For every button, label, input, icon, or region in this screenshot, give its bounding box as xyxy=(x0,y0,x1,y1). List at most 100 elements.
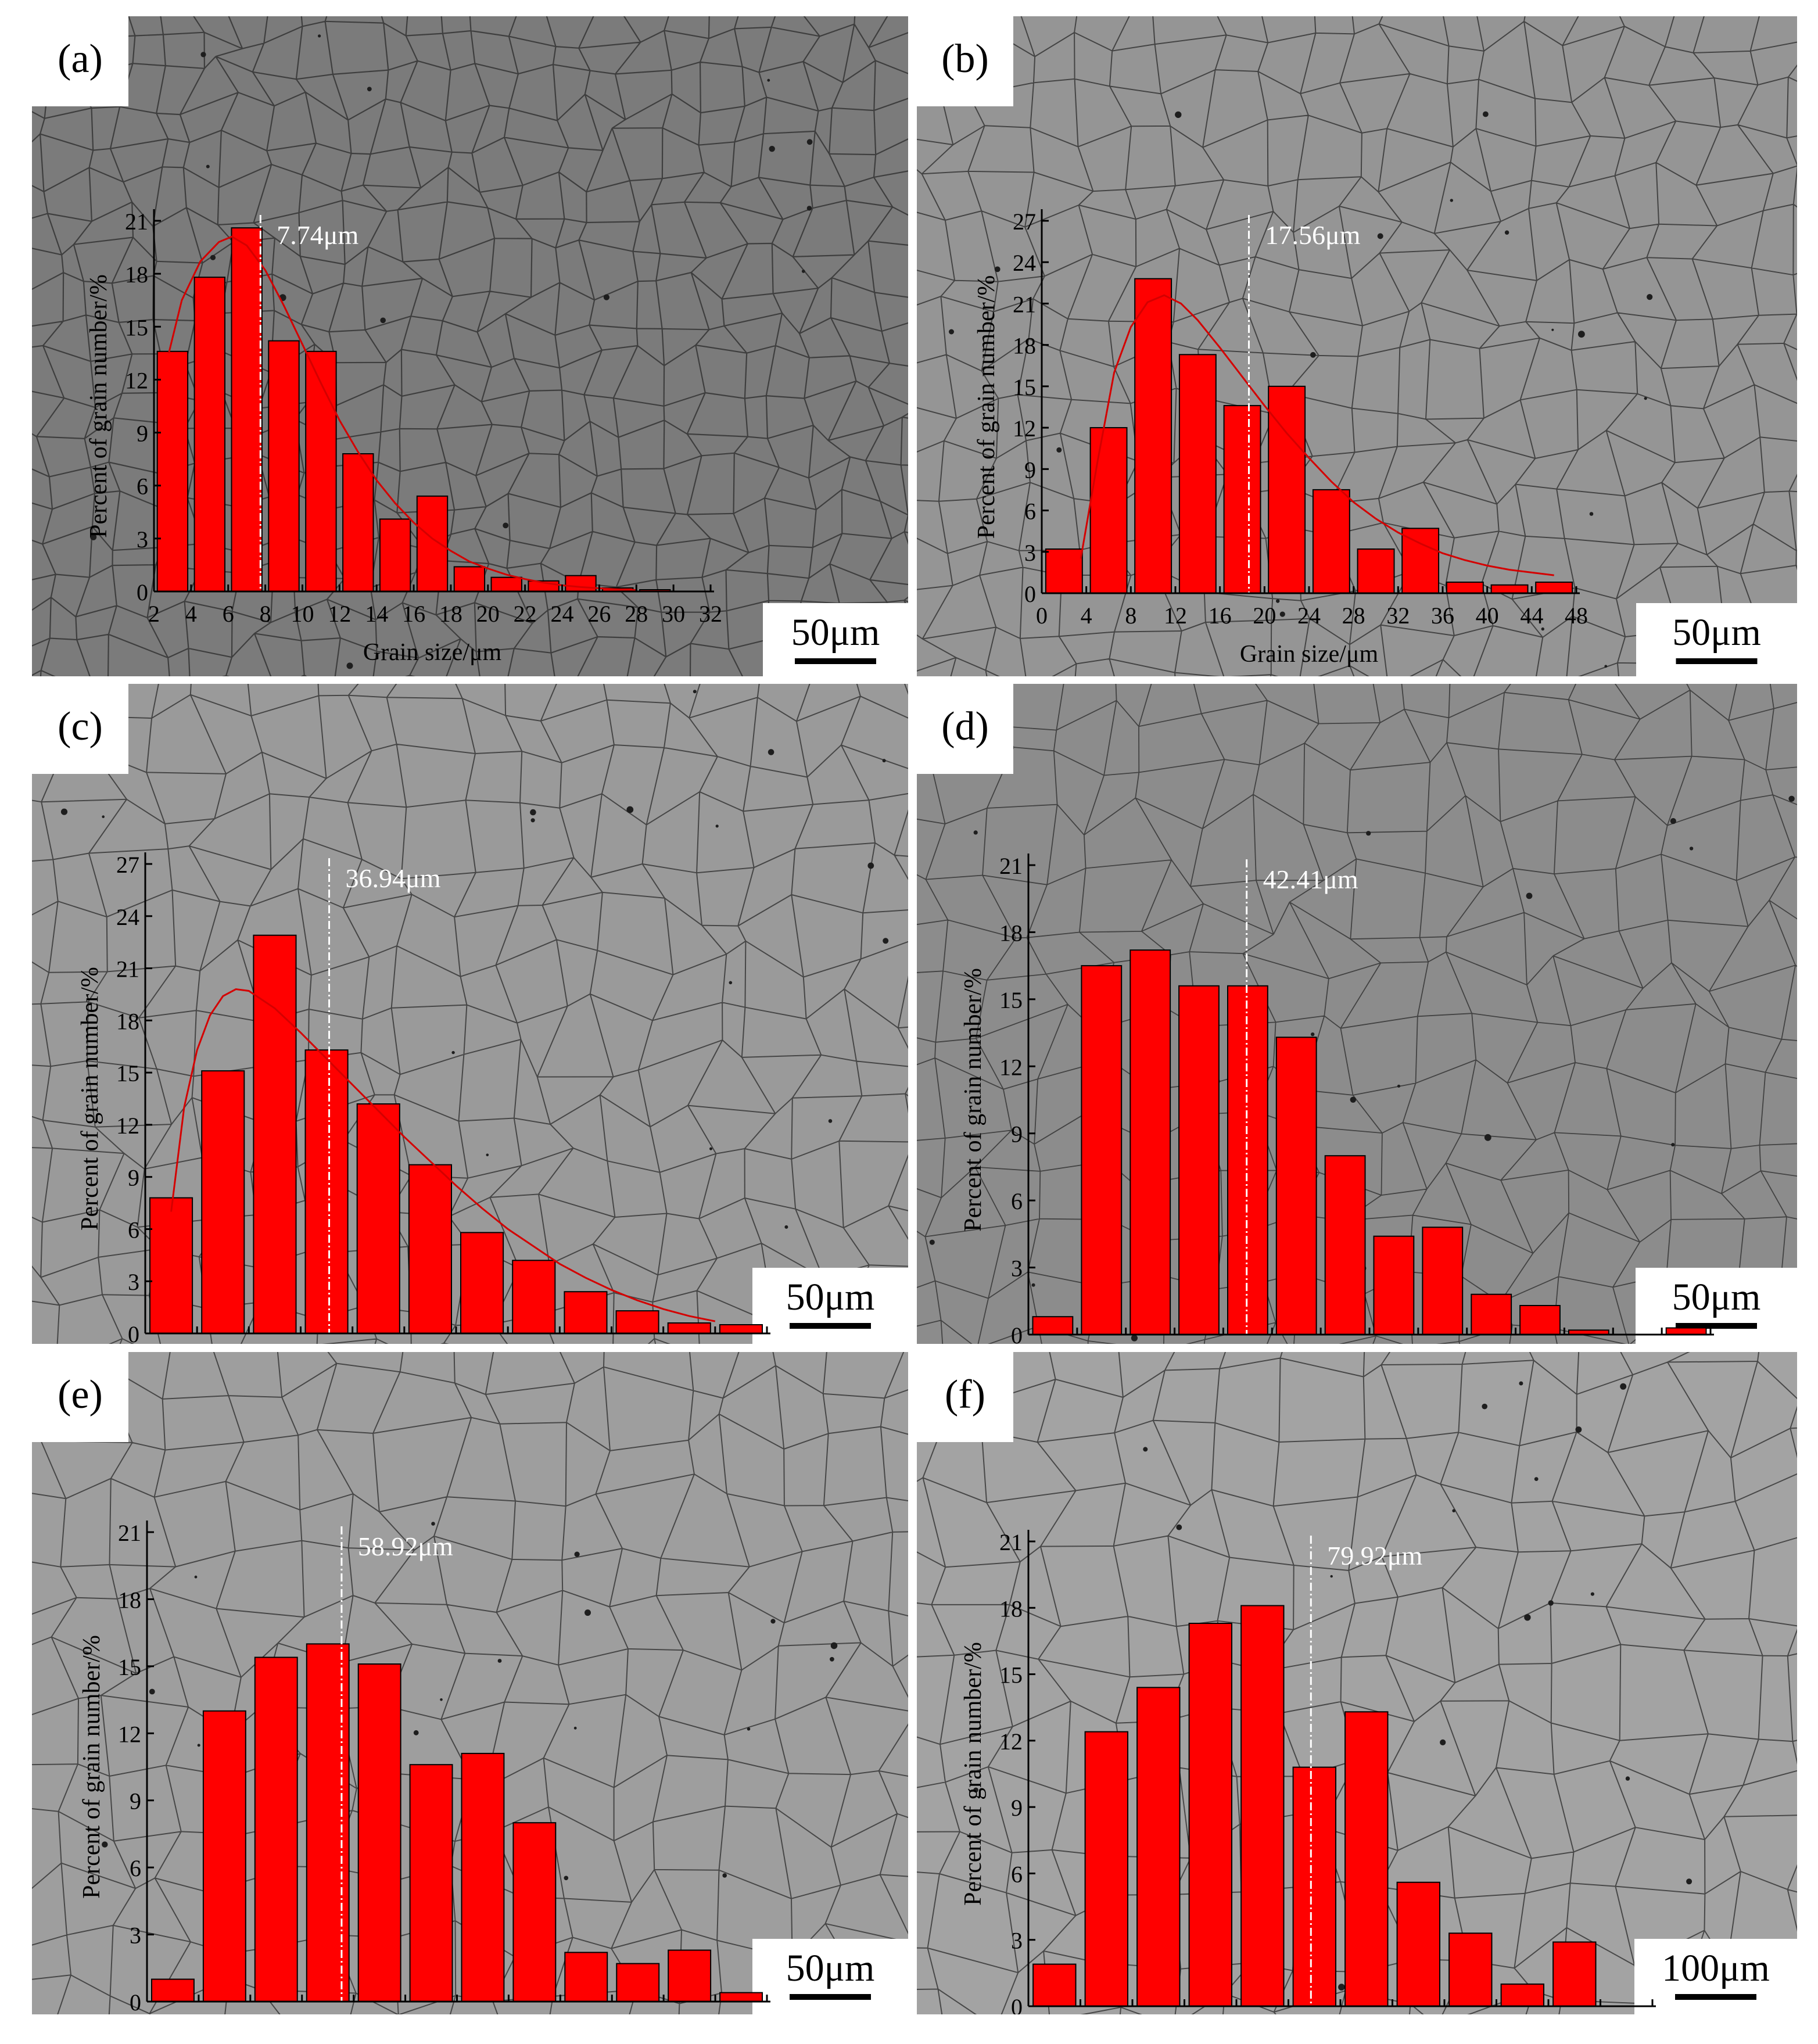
inclusion-dot xyxy=(530,818,535,823)
inclusion-dot xyxy=(564,1876,569,1881)
y-tick-label: 9 xyxy=(1011,1795,1023,1821)
scale-bar-label: 50μm xyxy=(791,611,880,654)
histogram-bar xyxy=(268,340,300,592)
inclusion-dot xyxy=(830,1656,834,1662)
scale-bar-line xyxy=(790,1994,871,2000)
x-tick-label: 120 xyxy=(543,2011,578,2014)
histogram-bar xyxy=(461,1752,505,2003)
scale-bar-line xyxy=(1675,1994,1756,2000)
histogram-bar xyxy=(416,495,449,593)
histogram-bar xyxy=(201,1070,245,1334)
y-tick-label: 6 xyxy=(1011,1188,1023,1214)
y-axis-title: Percent of grain number/% xyxy=(85,274,112,538)
panel-label-box xyxy=(917,684,1013,774)
inclusion-dot xyxy=(806,206,812,211)
x-tick-label: 10 xyxy=(185,1343,209,1344)
y-tick-label: 6 xyxy=(128,1217,139,1243)
histogram-bar xyxy=(1344,1711,1389,2007)
y-axis-title: Percent of grain number/% xyxy=(960,1642,987,1906)
x-tick-label: 14 xyxy=(365,601,388,627)
y-tick-label: 12 xyxy=(125,367,148,393)
inclusion-dot xyxy=(626,806,634,813)
x-tick-label: 8 xyxy=(1125,603,1136,629)
inclusion-dot xyxy=(1143,1447,1148,1452)
inclusion-dot xyxy=(206,164,210,168)
panel-a: (a) 50μm 7.74μm 0 3 6 9 12 15 18 21 2 4 6 8 10 12 14 16 18 2… xyxy=(32,16,908,676)
histogram-bar xyxy=(1032,1316,1074,1335)
x-tick-label: 4 xyxy=(185,601,197,627)
y-tick-label: 12 xyxy=(999,1054,1023,1080)
histogram-bar xyxy=(151,1978,195,2002)
y-tick-label: 15 xyxy=(1013,374,1036,400)
y-tick-label: 9 xyxy=(130,1788,141,1815)
x-axis-title: Grain size/μm xyxy=(363,639,502,666)
x-tick-label: 105 xyxy=(491,2011,526,2014)
y-tick-label: 18 xyxy=(999,1595,1023,1622)
inclusion-dot xyxy=(882,759,886,763)
inclusion-dot xyxy=(830,1642,838,1649)
y-tick-label: 0 xyxy=(128,1321,139,1344)
y-tick-label: 0 xyxy=(130,1989,141,2014)
inclusion-dot xyxy=(573,1726,577,1730)
histogram-bar xyxy=(615,1310,659,1334)
x-tick-label: 36 xyxy=(1431,603,1454,629)
x-tick-label: 120 xyxy=(750,1343,784,1344)
inclusion-dot xyxy=(729,981,733,985)
x-tick-label: 48 xyxy=(1565,603,1588,629)
mean-size-label: 17.56μm xyxy=(1265,220,1361,250)
histogram-bar xyxy=(356,1103,400,1334)
panel-b: (b) 50μm 17.56μm 0 3 6 9 12 15 18 21 24 27 0 4 8 12 16 20 2… xyxy=(917,16,1797,676)
inclusion-dot xyxy=(1524,1614,1531,1621)
scale-bar-box xyxy=(752,1939,908,2014)
inclusion-dot xyxy=(1131,1335,1138,1342)
inclusion-dot xyxy=(1397,1084,1401,1088)
histogram-plot: 58.92μm 0 3 6 9 12 15 18 21 0 15 30 45 60 75 90 105 120 13… xyxy=(78,1520,784,2014)
y-tick-label: 12 xyxy=(118,1721,141,1747)
y-tick-label: 18 xyxy=(118,1587,141,1613)
inclusion-dot xyxy=(530,809,536,816)
inclusion-dot xyxy=(1647,294,1653,300)
inclusion-dot xyxy=(806,139,813,145)
x-tick-label: 60 xyxy=(444,1343,468,1344)
inclusion-dot xyxy=(1578,331,1585,338)
histogram-bar xyxy=(564,1291,608,1334)
x-tick-label: 165 xyxy=(698,2011,733,2014)
x-tick-label: 44 xyxy=(1520,603,1543,629)
y-tick-label: 15 xyxy=(999,1662,1023,1688)
y-tick-label: 0 xyxy=(137,579,148,605)
y-tick-label: 6 xyxy=(1011,1861,1023,1887)
histogram-bar xyxy=(357,1663,401,2002)
histogram-bar xyxy=(1396,1881,1440,2007)
histogram-bar xyxy=(1081,965,1123,1336)
micrograph-chart: (d)50μm42.41μm03691215182101020304050607… xyxy=(917,684,1797,1344)
x-tick-label: 24 xyxy=(551,601,574,627)
inclusion-dot xyxy=(1338,1984,1345,1991)
scale-bar-label: 50μm xyxy=(786,1276,875,1318)
histogram-bar xyxy=(409,1764,453,2002)
histogram-bar xyxy=(253,934,297,1334)
panel-label-box xyxy=(32,16,128,106)
x-tick-label: 32 xyxy=(699,601,722,627)
inclusion-dot xyxy=(1330,1575,1333,1578)
histogram-bar xyxy=(305,350,337,592)
y-tick-label: 3 xyxy=(1011,1256,1023,1282)
inclusion-dot xyxy=(994,266,1001,272)
scale-bar-label: 50μm xyxy=(786,1947,875,1989)
histogram-plot: 42.41μm036912151821010203040506070809010… xyxy=(960,853,1714,1344)
inclusion-dot xyxy=(413,1730,419,1735)
histogram-bar xyxy=(1089,427,1128,594)
histogram-bar xyxy=(1129,949,1171,1335)
x-tick-label: 20 xyxy=(237,1343,260,1344)
y-axis-title: Percent of grain number/% xyxy=(78,1635,105,1899)
scale-bar-label: 50μm xyxy=(1672,1276,1761,1318)
grain-boundary-network xyxy=(32,16,908,676)
inclusion-dot xyxy=(1350,1096,1356,1103)
y-tick-label: 9 xyxy=(1024,457,1036,483)
lognormal-fit-curve xyxy=(170,988,716,1322)
x-tick-label: 28 xyxy=(1342,603,1365,629)
histogram-bar xyxy=(1188,1623,1233,2007)
x-tick-label: 180 xyxy=(750,2011,784,2014)
y-tick-label: 6 xyxy=(1024,499,1036,525)
x-tick-label: 90 xyxy=(446,2011,469,2014)
inclusion-dot xyxy=(210,254,216,260)
